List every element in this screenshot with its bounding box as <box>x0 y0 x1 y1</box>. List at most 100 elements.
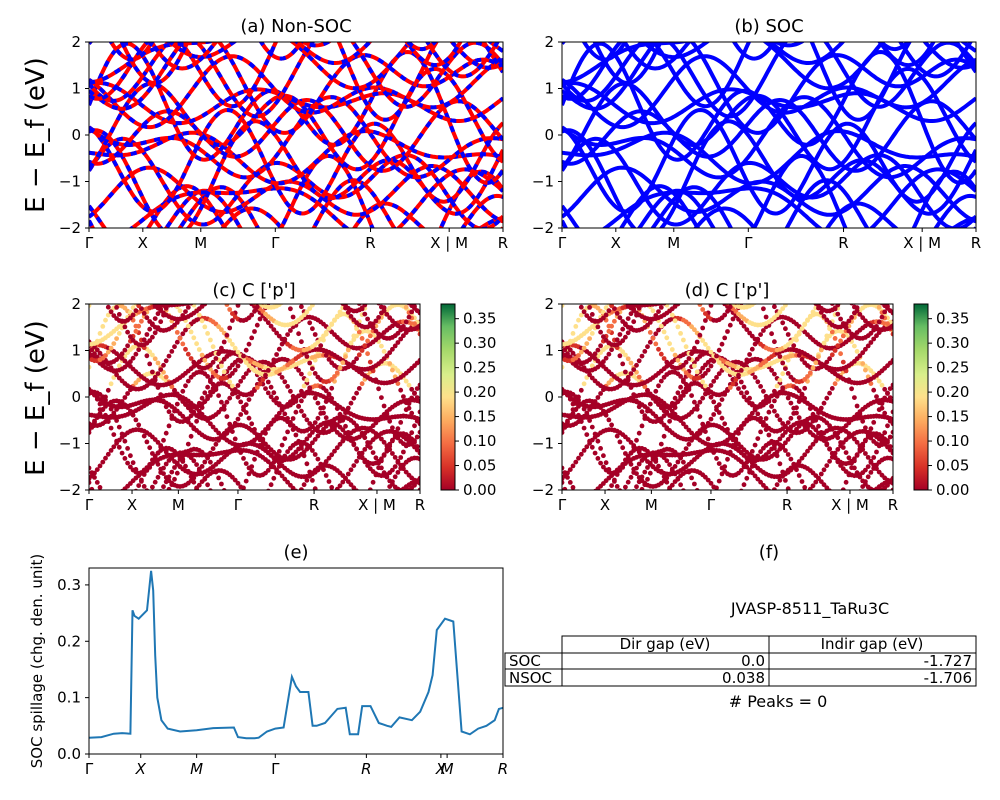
band-point <box>603 460 609 466</box>
band-point <box>373 455 379 461</box>
band-point <box>280 519 285 524</box>
band-point <box>700 511 705 516</box>
band-point <box>579 497 584 502</box>
band-point <box>327 511 332 516</box>
band-point <box>365 259 370 264</box>
band-point <box>711 378 717 384</box>
band-point <box>750 529 755 534</box>
band-point <box>266 262 271 267</box>
band-point <box>371 289 376 294</box>
band-point <box>139 513 144 518</box>
band-point <box>299 494 304 499</box>
band-point <box>222 249 227 254</box>
band-point <box>139 533 144 538</box>
band-point <box>728 512 733 517</box>
band-point <box>125 516 130 521</box>
xtick-label: R <box>415 496 425 514</box>
band-point <box>692 399 697 405</box>
band-point <box>855 528 860 533</box>
band-point <box>274 272 279 277</box>
band-point <box>725 546 730 551</box>
band-point <box>381 305 387 311</box>
band-point <box>291 521 296 526</box>
band-point <box>213 441 219 447</box>
band-point <box>285 384 290 389</box>
band-point <box>871 508 876 513</box>
band-point <box>805 530 810 535</box>
band-point <box>642 456 648 461</box>
band-point <box>271 475 277 481</box>
band-point <box>584 495 589 500</box>
band-point <box>142 516 147 521</box>
band-point <box>623 524 628 529</box>
band-point <box>816 475 821 481</box>
band-point <box>130 355 136 361</box>
band-point <box>349 285 354 290</box>
band-point <box>111 259 116 264</box>
band-point <box>640 535 645 540</box>
band-point <box>818 430 824 435</box>
band-point <box>678 482 683 488</box>
band-point <box>767 498 772 503</box>
band-point <box>612 428 617 433</box>
band-point <box>197 272 202 277</box>
band-line <box>562 42 976 122</box>
band-point <box>887 386 893 391</box>
band-point <box>370 479 376 485</box>
band-point <box>392 431 398 436</box>
band-point <box>197 526 202 531</box>
band-point <box>316 250 321 255</box>
band-point <box>219 363 224 369</box>
band-point <box>166 452 172 458</box>
band-point <box>382 528 387 533</box>
band-point <box>811 534 816 539</box>
band-point <box>813 479 819 485</box>
band-point <box>147 326 153 332</box>
band-point <box>780 518 785 523</box>
band-point <box>406 314 412 320</box>
band-point <box>310 245 315 250</box>
band-point <box>103 498 108 503</box>
band-point <box>155 360 161 366</box>
band-point <box>324 268 329 273</box>
band-point <box>799 479 805 484</box>
band-point <box>714 407 719 413</box>
band-point <box>653 456 659 462</box>
band-point <box>678 374 683 379</box>
band-point <box>114 497 119 502</box>
band-point <box>887 447 893 453</box>
band-point <box>417 382 420 388</box>
band-point <box>161 238 166 243</box>
band-point <box>263 519 268 524</box>
band-point <box>337 441 343 447</box>
band-point <box>642 469 648 475</box>
band-point <box>216 510 221 515</box>
band-point <box>125 279 130 284</box>
band-point <box>700 365 706 371</box>
ytick-label: −1 <box>532 173 554 191</box>
band-point <box>854 439 860 445</box>
band-point <box>841 516 846 521</box>
band-point <box>150 538 155 543</box>
band-point <box>310 448 315 453</box>
band-point <box>340 507 345 512</box>
band-point <box>164 534 169 539</box>
band-point <box>202 304 208 307</box>
band-point <box>285 520 290 525</box>
band-point <box>833 521 838 526</box>
band-point <box>725 517 730 522</box>
band-point <box>631 495 636 500</box>
xtick-label: X <box>127 496 137 514</box>
band-point <box>163 305 169 311</box>
band-point <box>177 308 183 314</box>
band-point <box>100 245 105 250</box>
band-point <box>869 491 874 496</box>
band-point <box>763 485 769 490</box>
band-point <box>323 473 329 478</box>
band-point <box>780 385 786 391</box>
band-point <box>769 493 774 498</box>
band-point <box>371 521 376 526</box>
band-point <box>205 374 211 379</box>
band-point <box>719 397 725 402</box>
band-point <box>89 427 92 433</box>
